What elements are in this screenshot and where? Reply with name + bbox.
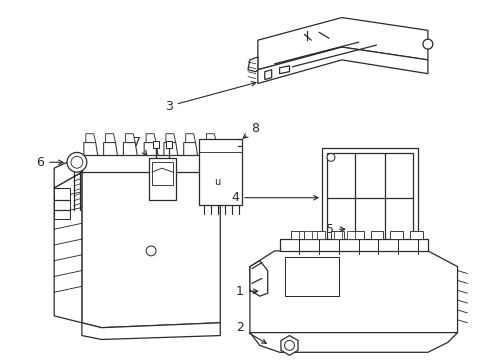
Polygon shape <box>304 231 311 239</box>
Polygon shape <box>280 336 297 355</box>
Polygon shape <box>343 242 392 257</box>
Polygon shape <box>103 143 117 156</box>
Polygon shape <box>249 251 457 347</box>
Text: 8: 8 <box>243 122 258 138</box>
Polygon shape <box>81 172 220 328</box>
Circle shape <box>326 153 334 161</box>
Polygon shape <box>165 141 171 148</box>
Polygon shape <box>409 231 422 239</box>
Text: 5: 5 <box>325 223 344 236</box>
Text: 3: 3 <box>164 82 255 113</box>
Polygon shape <box>86 134 96 143</box>
Polygon shape <box>185 134 195 143</box>
Polygon shape <box>247 57 257 72</box>
Polygon shape <box>152 162 172 185</box>
Polygon shape <box>333 231 341 239</box>
Text: 4: 4 <box>231 191 317 204</box>
Circle shape <box>146 246 156 256</box>
Polygon shape <box>163 143 178 156</box>
Polygon shape <box>249 333 457 352</box>
Circle shape <box>284 341 294 350</box>
Polygon shape <box>350 231 363 239</box>
Polygon shape <box>81 323 220 339</box>
Polygon shape <box>284 257 338 296</box>
Polygon shape <box>81 156 220 172</box>
Polygon shape <box>346 231 354 239</box>
Polygon shape <box>370 231 383 239</box>
Polygon shape <box>279 66 289 74</box>
Polygon shape <box>153 141 159 148</box>
Polygon shape <box>83 143 98 156</box>
Polygon shape <box>198 139 242 204</box>
Text: 6: 6 <box>36 156 63 169</box>
Polygon shape <box>257 47 427 84</box>
Polygon shape <box>54 156 81 188</box>
Polygon shape <box>54 172 81 323</box>
Polygon shape <box>291 231 299 239</box>
Polygon shape <box>249 261 267 296</box>
Polygon shape <box>310 231 324 239</box>
Polygon shape <box>206 134 216 143</box>
Text: 2: 2 <box>236 321 265 343</box>
Polygon shape <box>54 188 70 219</box>
Circle shape <box>71 156 82 168</box>
Text: 7: 7 <box>133 136 146 155</box>
Polygon shape <box>326 153 412 242</box>
Polygon shape <box>183 143 197 156</box>
Polygon shape <box>144 143 158 156</box>
Polygon shape <box>264 70 271 80</box>
Circle shape <box>422 39 432 49</box>
Polygon shape <box>330 231 343 239</box>
Text: 1: 1 <box>236 285 257 298</box>
Circle shape <box>67 152 87 172</box>
Polygon shape <box>149 158 175 200</box>
Polygon shape <box>257 18 427 70</box>
Polygon shape <box>105 134 115 143</box>
Polygon shape <box>291 231 304 239</box>
Polygon shape <box>165 134 175 143</box>
Polygon shape <box>146 134 156 143</box>
Polygon shape <box>322 148 417 247</box>
Polygon shape <box>389 231 402 239</box>
Polygon shape <box>204 143 218 156</box>
Polygon shape <box>317 231 325 239</box>
Polygon shape <box>279 239 427 251</box>
Text: u: u <box>214 177 220 187</box>
Polygon shape <box>123 143 137 156</box>
Polygon shape <box>125 134 135 143</box>
